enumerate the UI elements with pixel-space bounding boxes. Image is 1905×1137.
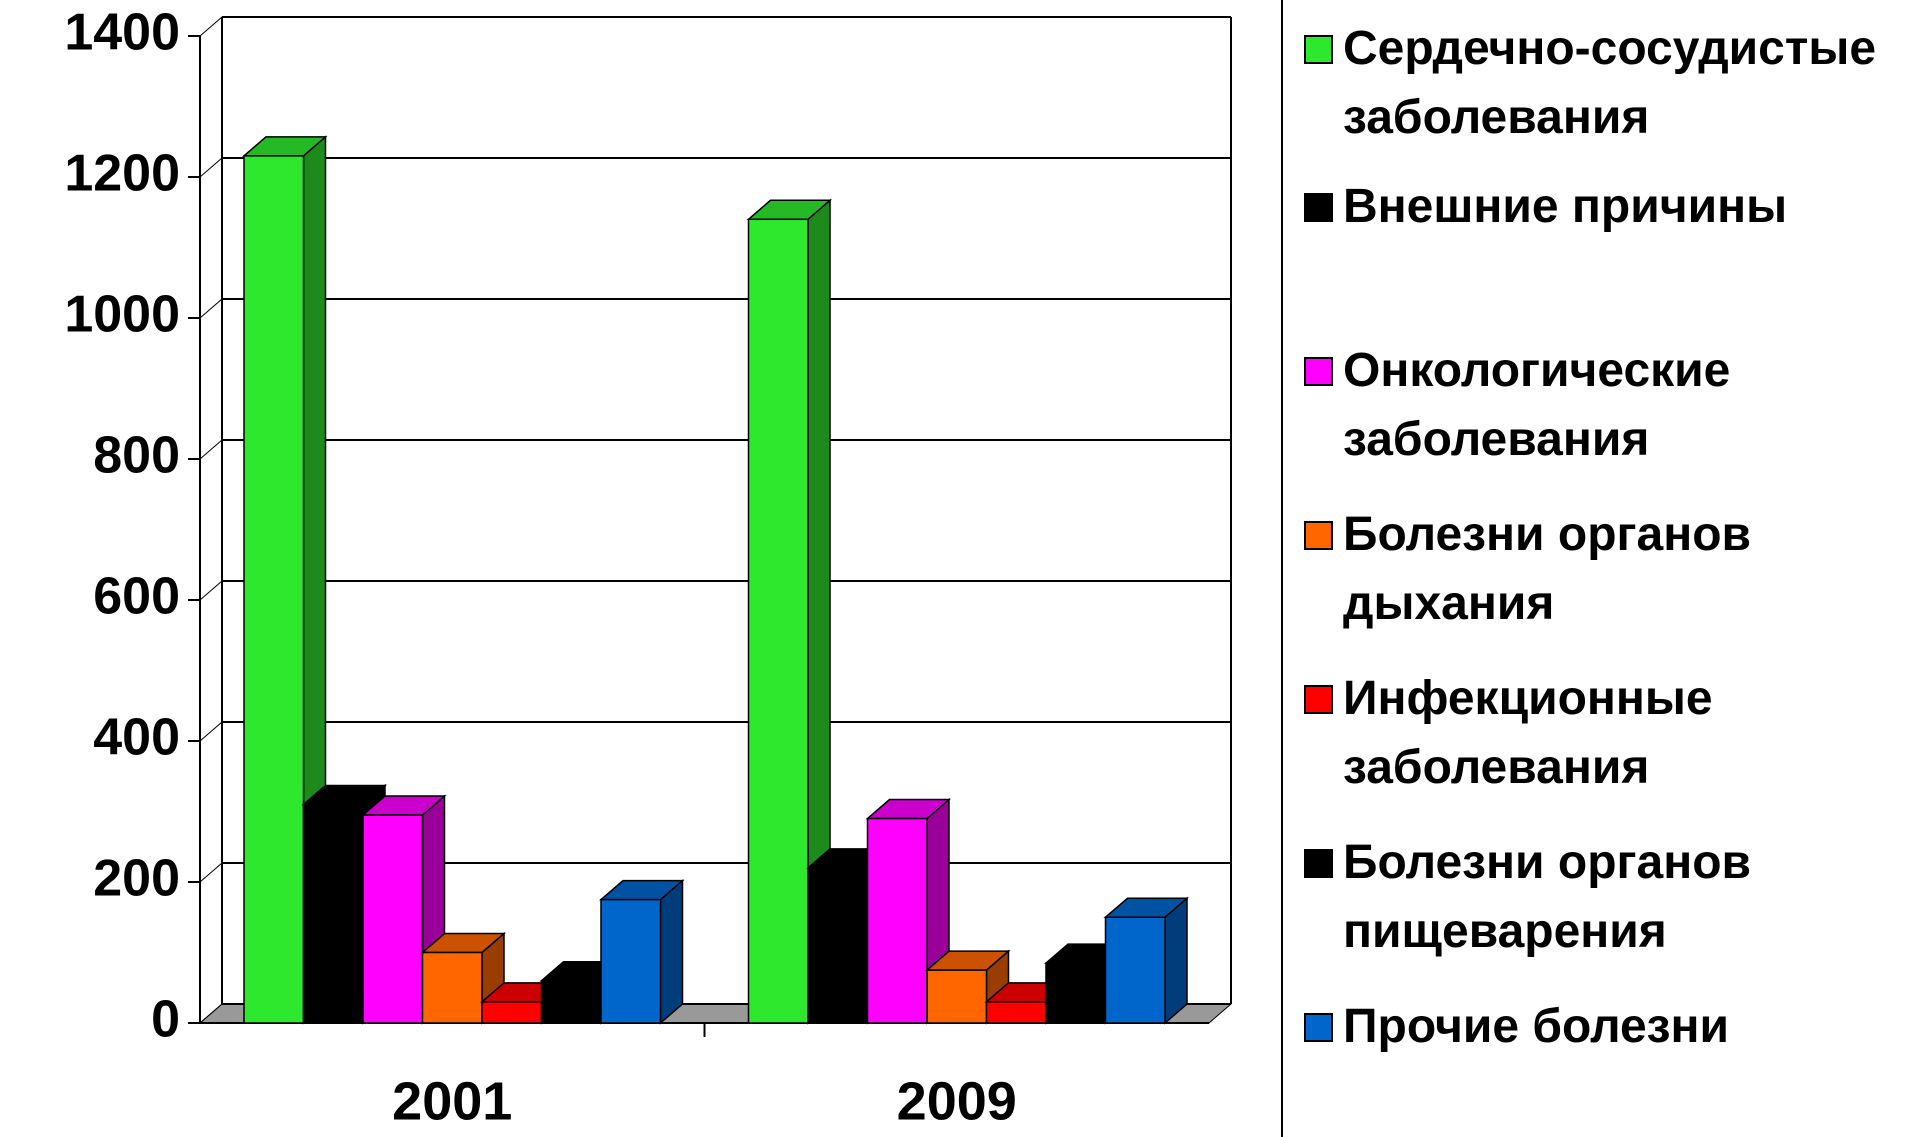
bar-front: [243, 155, 305, 1024]
y-tick-label: 1200: [64, 145, 180, 203]
grid-side: [199, 298, 223, 319]
grid-side: [199, 1003, 223, 1024]
bar: [1103, 896, 1190, 1025]
grid-side: [199, 862, 223, 883]
bar-front: [747, 218, 809, 1024]
legend-swatch: [1304, 357, 1333, 386]
legend-label: Болезни органов пищеварения: [1343, 836, 1752, 958]
bar: [865, 797, 952, 1025]
legend-label: Онкологические заболевания: [1343, 344, 1731, 466]
grid-side: [199, 157, 223, 178]
x-tick-label: 2001: [392, 1071, 512, 1131]
grid-side: [199, 721, 223, 742]
bar-front: [985, 1001, 1047, 1024]
bar-front: [362, 814, 424, 1024]
y-tick-label: 400: [93, 709, 180, 767]
x-tick-label: 2009: [897, 1071, 1017, 1131]
y-tick-label: 200: [93, 850, 180, 908]
legend-swatch: [1304, 35, 1333, 64]
y-tick-label: 800: [93, 427, 180, 485]
grid-side: [199, 16, 223, 37]
legend-swatch: [1304, 1013, 1333, 1042]
bar-side: [1164, 896, 1188, 1025]
bar-front: [1104, 916, 1166, 1024]
legend-swatch: [1304, 193, 1333, 222]
bar-front: [807, 867, 869, 1024]
bar-side: [659, 878, 684, 1025]
y-tick-label: 1000: [64, 286, 180, 344]
bar-front: [540, 979, 602, 1024]
legend-swatch: [1304, 849, 1333, 878]
legend-label: Внешние причины: [1343, 180, 1788, 233]
bar-front: [866, 817, 928, 1024]
grid-side: [199, 439, 223, 460]
legend-label: Сердечно-сосудистые заболевания: [1343, 22, 1877, 144]
y-tick-label: 1400: [64, 4, 180, 62]
bar: [360, 794, 447, 1025]
bar-front: [302, 803, 364, 1024]
bar-front: [1045, 962, 1107, 1024]
y-tick-label: 600: [93, 568, 180, 626]
legend-label: Болезни органов дыхания: [1343, 508, 1752, 630]
legend-swatch: [1304, 521, 1333, 550]
bar-front: [600, 898, 662, 1024]
bar-front: [481, 1001, 543, 1024]
legend-label: Инфекционные заболевания: [1343, 672, 1713, 794]
grid-side: [199, 580, 223, 601]
bar-front: [926, 969, 988, 1024]
bar: [598, 878, 685, 1025]
bar-front: [421, 951, 483, 1024]
legend-label: Прочие болезни: [1343, 1000, 1730, 1053]
y-tick-label: 0: [151, 991, 180, 1049]
legend-swatch: [1304, 685, 1333, 714]
